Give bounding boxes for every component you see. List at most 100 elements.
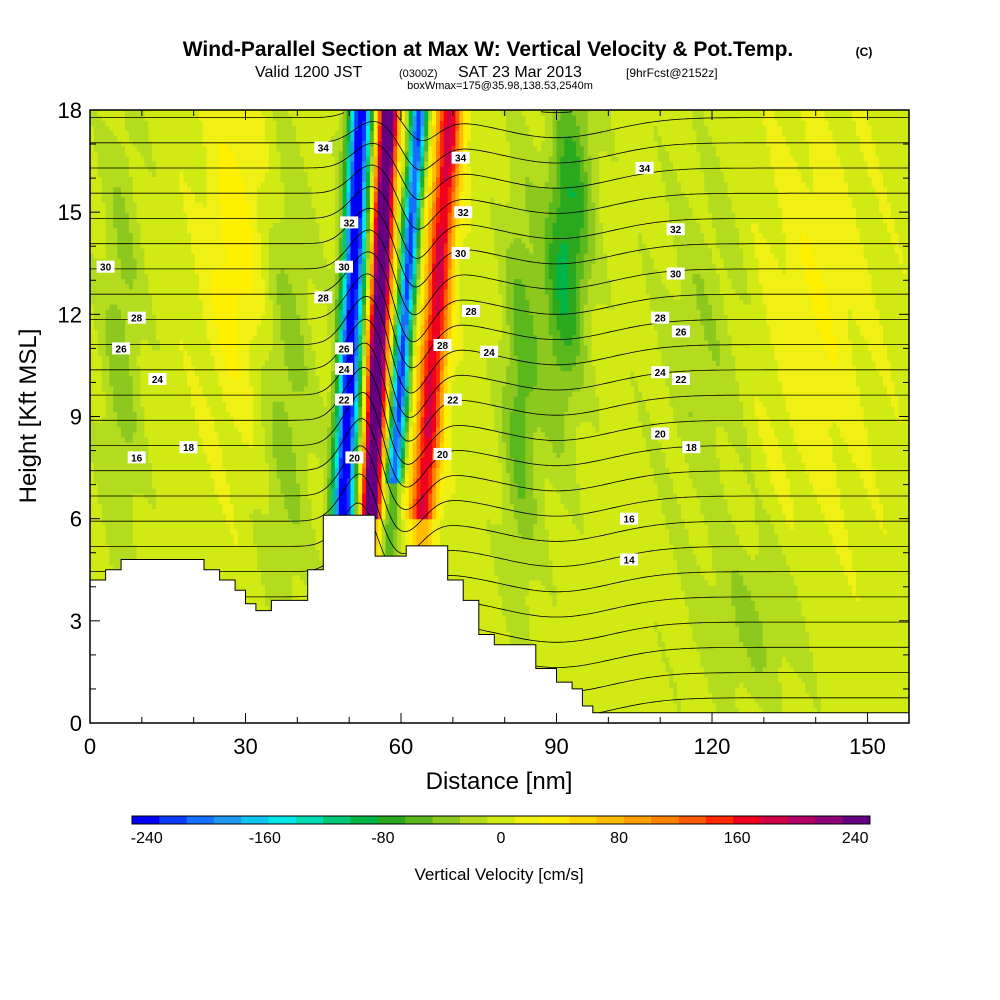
y-axis-label: Height [Kft MSL] <box>15 329 42 504</box>
theta-contour <box>90 473 909 555</box>
theta-contour <box>90 112 909 142</box>
theta-label-box <box>335 393 353 406</box>
colorbar-swatch <box>268 816 297 824</box>
theta-label: 32 <box>670 225 682 236</box>
colorbar-swatch <box>569 816 598 824</box>
theta-label: 18 <box>686 443 698 454</box>
colorbar-tick-label: 160 <box>724 830 751 847</box>
theta-label-box <box>671 325 690 338</box>
theta-contour <box>90 207 909 288</box>
theta-label: 26 <box>675 327 687 338</box>
theta-label: 34 <box>455 154 467 165</box>
colorbar-swatch <box>186 816 215 824</box>
theta-contour <box>90 186 909 259</box>
theta-label-box <box>340 216 359 229</box>
theta-label: 20 <box>437 450 449 461</box>
colorbar-swatch <box>842 816 871 824</box>
theta-label: 18 <box>183 443 195 454</box>
colorbar-swatch <box>214 816 242 824</box>
theta-label-box <box>148 373 167 385</box>
theta-label-box <box>451 247 470 259</box>
theta-label-box <box>179 441 198 454</box>
x-tick-label: 120 <box>694 734 731 759</box>
plot-area: 34 34 34 32 32 32 30 30 30 30 28 28 28 28 28 26 26 26 24 24… <box>90 110 909 723</box>
colorbar-swatch <box>542 816 570 824</box>
theta-label-box <box>443 393 462 406</box>
colorbar-swatch <box>132 816 160 824</box>
chart-title-mark: (C) <box>856 45 873 59</box>
theta-label: 22 <box>675 375 687 386</box>
x-tick-label: 60 <box>389 734 413 759</box>
theta-label-box <box>651 366 670 379</box>
theta-label: 22 <box>447 396 459 407</box>
theta-label: 28 <box>131 314 143 325</box>
colorbar-frame <box>131 815 871 825</box>
colorbar-swatch <box>460 816 488 824</box>
colorbar-swatch <box>706 816 734 824</box>
theta-contour <box>90 418 909 510</box>
colorbar-swatch <box>296 816 324 824</box>
y-tick-label: 18 <box>58 98 82 123</box>
theta-label: 34 <box>318 144 330 155</box>
theta-contour <box>90 251 909 343</box>
theta-label: 24 <box>338 365 350 376</box>
theta-label: 32 <box>344 218 356 229</box>
colorbar-tick-label: -80 <box>371 830 394 847</box>
theta-label: 28 <box>465 307 477 318</box>
axis-ticks <box>89 109 909 724</box>
valid-time: Valid 1200 JST <box>255 64 363 81</box>
theta-label-box <box>112 342 131 355</box>
theta-label: 16 <box>131 453 143 464</box>
colorbar-swatch <box>159 816 188 824</box>
theta-label: 30 <box>100 263 112 274</box>
y-tick-labels: 0 3 6 9 12 15 18 <box>58 98 82 736</box>
theta-label-box <box>462 304 480 317</box>
theta-contour <box>90 273 909 369</box>
theta-label-box <box>433 448 452 460</box>
colorbar-tick-label: 0 <box>497 830 506 847</box>
colorbar-swatch <box>405 816 434 824</box>
theta-label-box <box>671 373 690 385</box>
theta-contour <box>90 120 909 171</box>
x-tick-label: 0 <box>84 734 96 759</box>
colorbar-tick-label: -160 <box>249 830 281 847</box>
theta-label: 30 <box>338 263 350 274</box>
colorbar-swatch <box>596 816 625 824</box>
colorbar-swatch <box>432 816 461 824</box>
theta-label: 20 <box>349 453 361 464</box>
theta-label: 32 <box>458 208 470 219</box>
theta-label-box <box>314 141 333 154</box>
theta-label-box <box>666 267 685 280</box>
theta-label: 28 <box>437 341 449 352</box>
theta-label: 22 <box>338 396 350 407</box>
theta-contour <box>90 229 909 316</box>
colorbar-swatch <box>815 816 844 824</box>
theta-label: 24 <box>655 368 667 379</box>
y-tick-label: 6 <box>70 507 82 532</box>
y-tick-label: 9 <box>70 405 82 430</box>
theta-label-box <box>314 291 333 304</box>
y-tick-label: 12 <box>58 302 82 327</box>
theta-contour <box>90 502 909 576</box>
forecast-run: [9hrFcst@2152z] <box>626 66 718 80</box>
theta-contour <box>90 532 909 598</box>
theta-label-box <box>651 311 670 324</box>
colorbar-swatch <box>733 816 762 824</box>
theta-contour <box>90 392 909 488</box>
chart-title: Wind-Parallel Section at Max W: Vertical… <box>183 38 794 61</box>
theta-label-box <box>127 311 146 324</box>
colorbar-swatch <box>651 816 680 824</box>
theta-label-box <box>96 260 115 273</box>
colorbar-swatch <box>378 816 406 824</box>
x-tick-label: 90 <box>544 734 568 759</box>
theta-contour <box>90 164 909 230</box>
colorbar-tick-label: 240 <box>842 830 869 847</box>
y-tick-label: 3 <box>70 609 82 634</box>
x-tick-labels: 0 30 60 90 120 150 <box>84 734 886 759</box>
y-tick-label: 15 <box>58 200 82 225</box>
colorbar-tick-label: -240 <box>131 830 163 847</box>
colorbar-swatch <box>487 816 516 824</box>
theta-label: 24 <box>484 348 496 359</box>
theta-contour <box>90 295 909 394</box>
